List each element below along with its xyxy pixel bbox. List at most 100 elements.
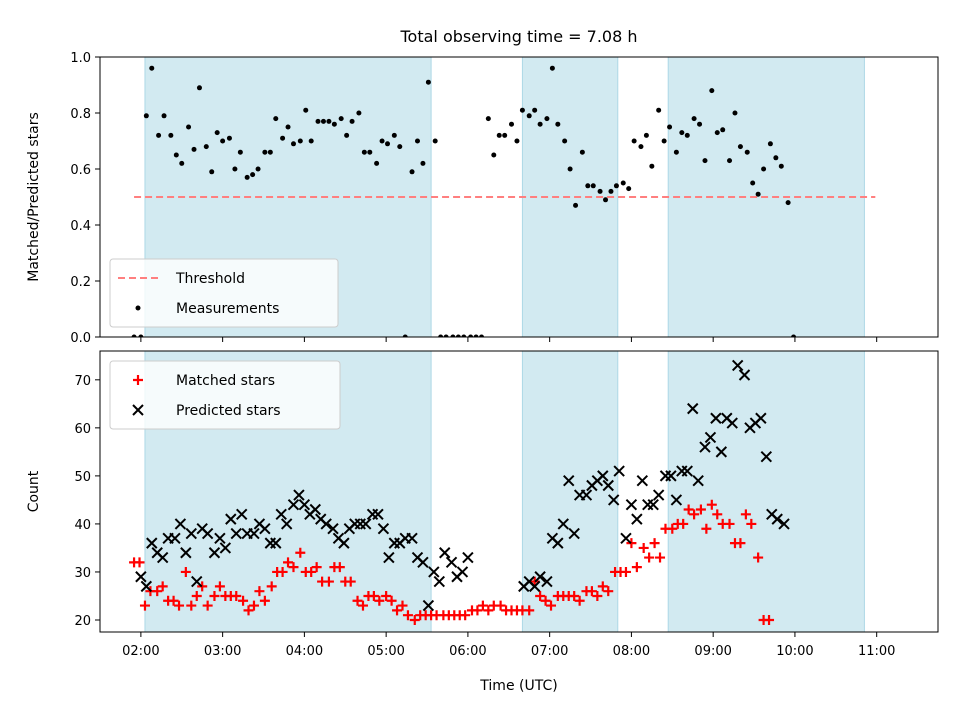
data-point	[174, 518, 187, 530]
plot-area	[129, 359, 790, 625]
data-point	[673, 149, 679, 155]
x-axis-label: Time (UTC)	[479, 678, 557, 694]
data-point	[462, 551, 474, 564]
data-point	[569, 590, 580, 601]
data-point	[460, 610, 471, 621]
data-point	[557, 518, 569, 530]
data-point	[254, 586, 265, 597]
data-point	[631, 562, 642, 573]
data-point	[152, 586, 163, 597]
legend-label: Matched stars	[176, 373, 275, 389]
data-point	[334, 562, 345, 573]
data-point	[422, 599, 435, 612]
data-point	[785, 200, 791, 206]
data-point	[746, 518, 757, 529]
data-point	[131, 334, 137, 337]
data-point	[143, 113, 149, 119]
data-point	[161, 113, 167, 119]
x-tick-label: 11:00	[858, 644, 895, 659]
legend-swatch	[135, 305, 141, 311]
data-point	[555, 121, 561, 127]
data-point	[425, 79, 431, 85]
data-point	[760, 450, 773, 463]
data-point	[203, 144, 209, 150]
data-point	[138, 334, 144, 337]
data-point	[607, 494, 620, 506]
data-point	[636, 474, 649, 487]
data-point	[764, 614, 775, 625]
data-point	[232, 166, 238, 172]
data-point	[712, 509, 723, 520]
data-point	[544, 116, 550, 122]
data-point	[495, 600, 506, 611]
data-point	[738, 369, 751, 381]
y-tick-label: 60	[74, 422, 91, 437]
data-point	[320, 518, 332, 530]
data-point	[534, 571, 546, 583]
data-point	[580, 489, 593, 501]
data-point	[726, 417, 738, 429]
data-point	[652, 489, 665, 501]
data-point	[277, 566, 288, 577]
x-tick-label: 04:00	[286, 644, 323, 659]
data-point	[283, 557, 294, 568]
data-point	[174, 600, 185, 611]
data-point	[374, 595, 385, 606]
data-point	[706, 499, 717, 510]
data-point	[702, 158, 708, 164]
data-point	[631, 138, 637, 144]
y-tick-label: 70	[74, 374, 91, 389]
y-tick-label: 40	[74, 518, 91, 533]
data-point	[306, 566, 317, 577]
data-point	[626, 538, 637, 549]
data-point	[740, 509, 751, 520]
data-point	[377, 523, 390, 535]
data-point	[778, 518, 790, 530]
y-tick-label: 30	[74, 566, 91, 581]
data-point	[266, 581, 277, 592]
data-point	[661, 138, 667, 144]
data-point	[526, 113, 532, 119]
data-point	[461, 334, 467, 337]
data-point	[140, 580, 153, 593]
data-point	[243, 605, 254, 616]
data-point	[308, 138, 314, 144]
data-point	[135, 571, 147, 583]
data-point	[248, 527, 260, 540]
data-point	[180, 566, 191, 577]
data-point	[428, 566, 440, 578]
data-point	[372, 508, 384, 521]
data-point	[149, 65, 155, 71]
data-point	[331, 121, 337, 127]
data-point	[642, 499, 654, 511]
data-point	[485, 116, 491, 122]
y-axis-label: Matched/Predicted stars	[26, 112, 42, 282]
data-point	[755, 191, 761, 197]
data-point	[417, 556, 429, 569]
data-point	[483, 605, 494, 616]
data-point	[168, 595, 179, 606]
data-point	[727, 158, 733, 164]
data-point	[665, 470, 677, 482]
data-point	[710, 412, 722, 424]
x-tick-label: 08:00	[613, 644, 650, 659]
x-tick-label: 02:00	[122, 644, 159, 659]
legend-swatch	[132, 404, 144, 416]
y-tick-label: 0.6	[70, 163, 91, 178]
data-point	[546, 600, 557, 611]
data-point	[214, 130, 220, 136]
data-point	[173, 152, 179, 158]
x-tick-label: 06:00	[449, 644, 486, 659]
chart-title: Total observing time = 7.08 h	[399, 27, 637, 46]
data-point	[409, 169, 415, 175]
data-point	[439, 547, 451, 559]
data-point	[275, 508, 287, 521]
data-point	[540, 595, 551, 606]
data-point	[549, 65, 555, 71]
data-point	[280, 135, 286, 141]
data-point	[692, 474, 704, 487]
data-point	[631, 513, 643, 525]
legend-label: Predicted stars	[176, 403, 281, 419]
data-point	[445, 556, 458, 569]
data-point	[402, 334, 408, 337]
